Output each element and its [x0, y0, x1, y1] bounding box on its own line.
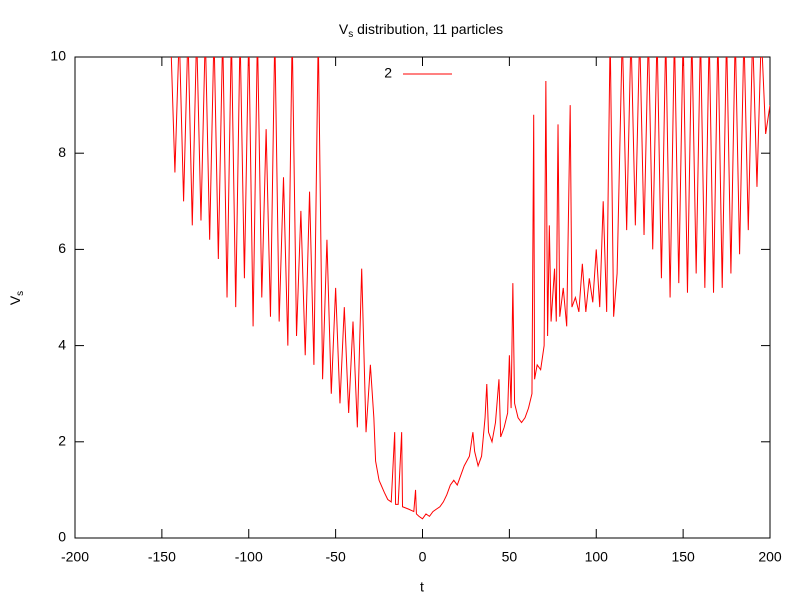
- y-axis-label: Vs: [7, 291, 26, 305]
- x-tick-label: -50: [326, 549, 346, 565]
- title-rest: distribution, 11 particles: [353, 21, 503, 37]
- x-tick-label: 150: [671, 549, 695, 565]
- data-line: [170, 57, 770, 520]
- y-tick-label: 8: [58, 144, 66, 160]
- x-axis-label: t: [420, 579, 424, 595]
- x-tick-label: -100: [235, 549, 263, 565]
- y-tick-label: 2: [58, 433, 66, 449]
- x-tick-label: -200: [61, 549, 89, 565]
- x-tick-label: 50: [502, 549, 518, 565]
- y-tick-label: 4: [58, 336, 66, 352]
- plot-area: [170, 57, 770, 520]
- title-main: V: [339, 21, 349, 37]
- legend-label: 2: [384, 65, 392, 81]
- y-tick-label: 6: [58, 240, 66, 256]
- y-tick-label: 10: [50, 48, 66, 64]
- x-tick-label: 200: [758, 549, 782, 565]
- title-sub: s: [348, 29, 353, 40]
- y-tick-label: 0: [58, 529, 66, 545]
- x-tick-label: 0: [419, 549, 427, 565]
- x-tick-label: 100: [585, 549, 609, 565]
- plot-frame: [74, 56, 771, 539]
- y-label-main: V: [7, 295, 23, 305]
- x-tick-label: -150: [148, 549, 176, 565]
- chart-title: Vs distribution, 11 particles: [339, 21, 503, 40]
- y-label-sub: s: [15, 291, 26, 296]
